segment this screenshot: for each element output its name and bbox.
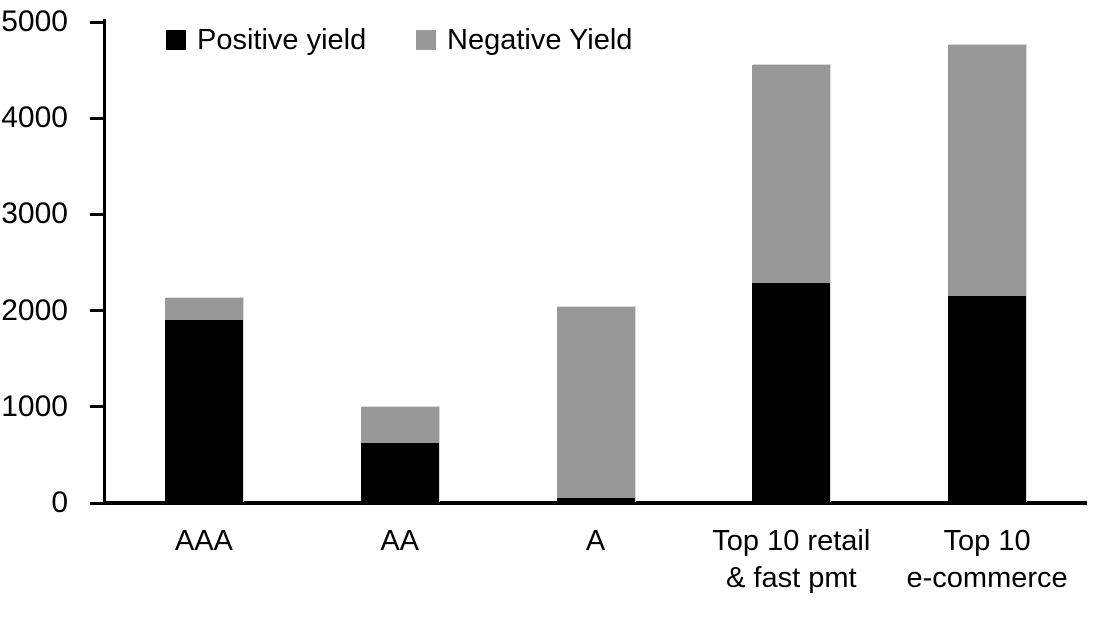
x-axis-label: AAA: [74, 523, 334, 560]
y-axis-tick: [90, 116, 104, 120]
bar-segment-positive-yield: [360, 443, 439, 503]
y-axis-tick: [90, 20, 104, 24]
bar-aaa: [164, 298, 243, 503]
bar-top-10-retail-fast-pmt: [752, 65, 831, 503]
legend-item-positive-yield: Positive yield: [166, 24, 367, 56]
y-axis-tick-label: 3000: [1, 197, 68, 231]
legend-label-negative-yield: Negative Yield: [447, 24, 633, 56]
x-axis-label-line: Top 10: [943, 525, 1031, 557]
bar-a: [556, 306, 635, 503]
x-axis-label-line: A: [585, 525, 606, 557]
legend-item-negative-yield: Negative Yield: [416, 24, 633, 56]
y-axis-tick-label: 1000: [1, 389, 68, 423]
x-axis-label-line: e-commerce: [906, 562, 1068, 594]
legend-label-positive-yield: Positive yield: [197, 24, 367, 56]
bar-segment-positive-yield: [556, 498, 635, 503]
y-axis-tick-label: 5000: [1, 5, 68, 38]
y-axis-tick: [90, 212, 104, 216]
y-axis-tick: [90, 405, 104, 409]
y-axis-tick-label: 4000: [1, 101, 68, 135]
bar-segment-negative-yield: [948, 45, 1027, 297]
bar-segment-negative-yield: [360, 406, 439, 444]
bar-segment-positive-yield: [948, 296, 1027, 503]
y-axis-tick: [90, 309, 104, 313]
x-axis-label-line: AA: [380, 525, 420, 557]
x-axis-label-line: & fast pmt: [726, 562, 857, 594]
bar-segment-negative-yield: [164, 298, 243, 321]
y-axis-line: [103, 19, 106, 505]
x-axis-label: AA: [270, 523, 530, 560]
bar-top-10-e-commerce: [948, 45, 1027, 503]
bar-segment-negative-yield: [752, 65, 831, 283]
x-axis-label: Top 10 e-commerce: [857, 523, 1102, 597]
bar-segment-negative-yield: [556, 306, 635, 499]
x-axis-label: A: [466, 523, 726, 560]
legend-swatch-positive-yield: [166, 30, 186, 50]
y-axis-tick-label: 0: [51, 486, 68, 519]
bar-segment-positive-yield: [164, 320, 243, 503]
y-axis-tick-label: 2000: [1, 293, 68, 327]
bar-aa: [360, 406, 439, 503]
x-axis-label: Top 10 retail & fast pmt: [661, 523, 921, 597]
legend-swatch-negative-yield: [416, 30, 436, 50]
x-axis-label-line: Top 10 retail: [712, 525, 871, 557]
y-axis-tick: [90, 501, 104, 505]
bar-segment-positive-yield: [752, 282, 831, 503]
x-axis-label-line: AAA: [174, 525, 233, 557]
x-axis-line: [103, 501, 1087, 505]
